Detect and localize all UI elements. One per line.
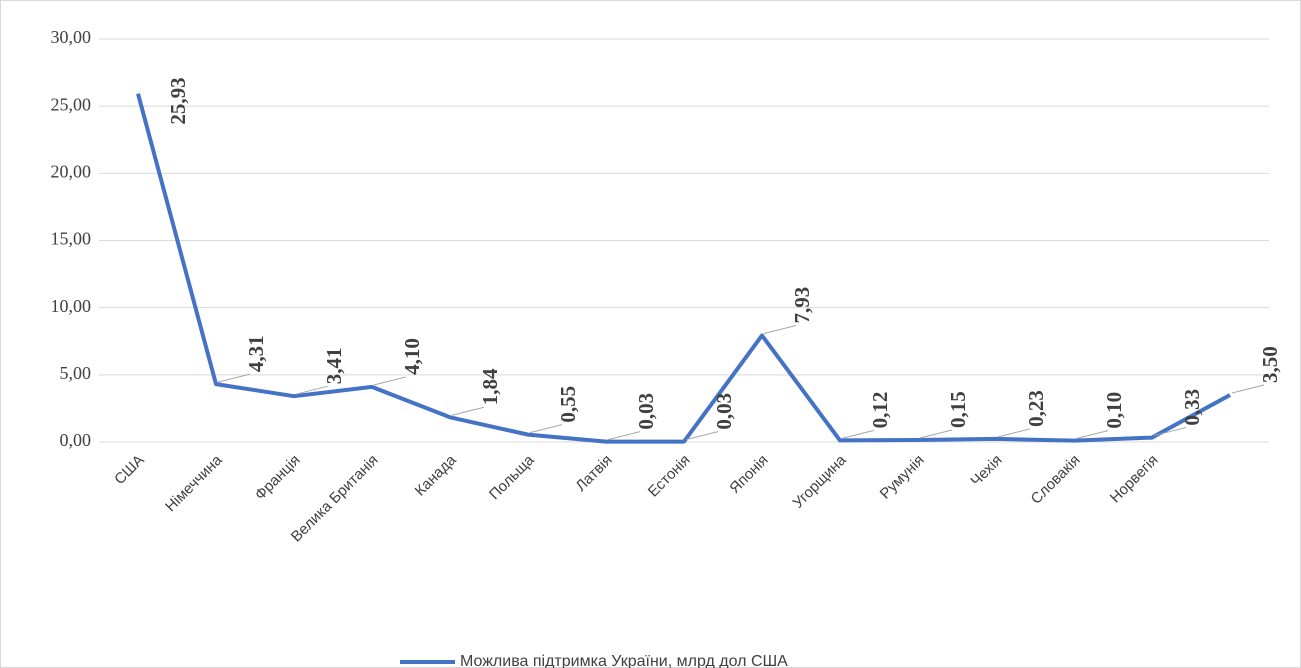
leader-line: [295, 385, 329, 395]
y-tick-label: 15,00: [51, 229, 92, 249]
data-label: 0,03: [712, 393, 736, 430]
data-label: 1,84: [478, 368, 502, 405]
leader-line: [1153, 427, 1187, 437]
data-label: 7,93: [790, 287, 814, 324]
data-label: 0,15: [946, 391, 970, 428]
leader-line: [685, 431, 719, 441]
data-label: 0,55: [556, 386, 580, 423]
leader-line: [451, 406, 485, 416]
y-tick-label: 5,00: [60, 363, 92, 383]
y-tick-label: 10,00: [51, 296, 92, 316]
leader-line: [763, 324, 797, 334]
data-label: 0,23: [1024, 390, 1048, 427]
y-tick-label: 30,00: [51, 27, 92, 47]
data-label: 0,12: [868, 392, 892, 429]
leader-line: [217, 373, 251, 383]
leader-line: [841, 429, 875, 439]
data-label: 0,03: [634, 393, 658, 430]
data-label: 3,50: [1258, 346, 1282, 383]
y-tick-label: 0,00: [60, 430, 92, 450]
line: [136, 93, 1231, 444]
data-label: 4,10: [400, 338, 424, 375]
leader-line: [997, 428, 1031, 438]
leader-line: [529, 424, 563, 434]
data-label: 0,10: [1102, 392, 1126, 429]
legend-label: Можлива підтримка України, млрд дол США: [460, 653, 788, 668]
leader-line: [373, 376, 407, 386]
data-label: 3,41: [322, 347, 346, 384]
leader-line: [607, 431, 641, 441]
y-tick-label: 25,00: [51, 94, 92, 114]
data-label: 0,33: [1180, 389, 1204, 426]
leader-line: [1075, 430, 1109, 440]
leader-line: [919, 429, 953, 439]
y-tick-label: 20,00: [51, 161, 92, 181]
data-label: 25,93: [166, 77, 190, 124]
leader-line: [1231, 384, 1265, 394]
data-label: 4,31: [244, 335, 268, 372]
